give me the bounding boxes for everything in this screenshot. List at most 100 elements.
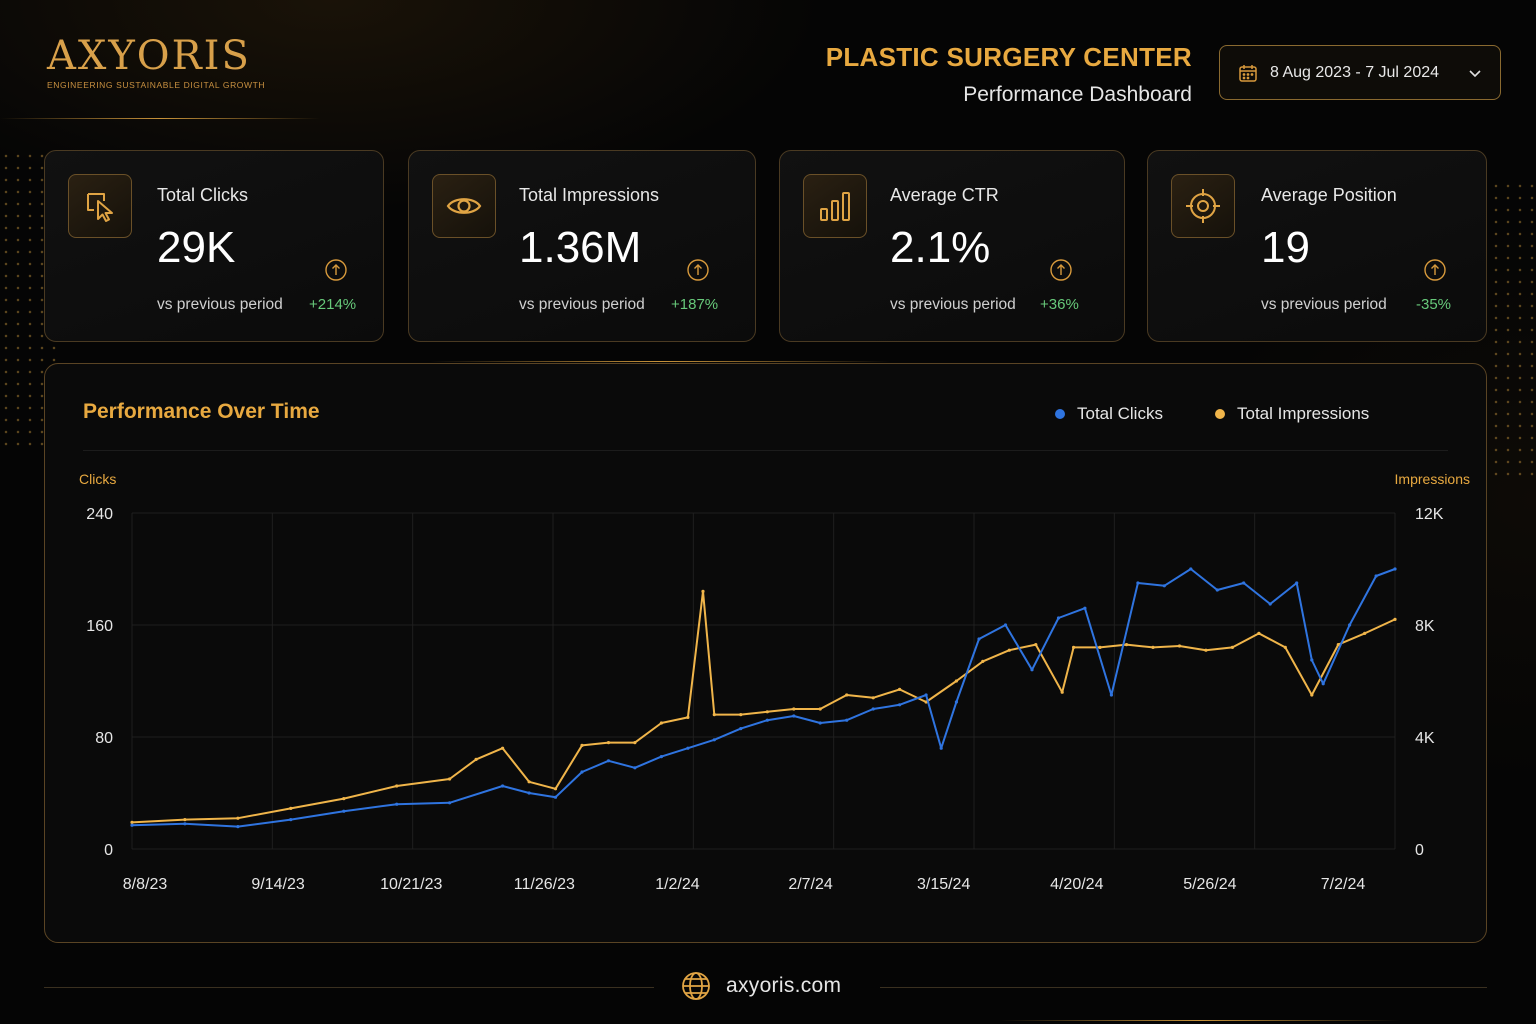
y-left-tick-label: 160 bbox=[86, 618, 113, 635]
y-left-tick-label: 0 bbox=[104, 842, 113, 859]
kpi-delta: +214% bbox=[309, 296, 357, 313]
y-left-tick-label: 240 bbox=[86, 506, 113, 523]
data-point-impressions bbox=[289, 806, 293, 810]
kpi-compare-label: vs previous period bbox=[1261, 296, 1387, 313]
legend-label-impressions: Total Impressions bbox=[1237, 404, 1370, 423]
footer-url: axyoris.com bbox=[726, 974, 842, 997]
globe-icon bbox=[682, 972, 710, 1000]
legend-item-impressions[interactable]: Total Impressions bbox=[1215, 404, 1369, 424]
legend-item-clicks[interactable]: Total Clicks bbox=[1055, 404, 1163, 424]
brand-tagline: ENGINEERING SUSTAINABLE DIGITAL GROWTH bbox=[47, 80, 266, 90]
kpi-card-total-clicks: Total Clicks 29K vs previous period +214… bbox=[44, 150, 384, 342]
data-point-clicks bbox=[553, 795, 558, 799]
kpi-value: 29K bbox=[157, 223, 236, 272]
data-point-impressions bbox=[739, 713, 743, 717]
data-point-clicks bbox=[1056, 616, 1061, 620]
data-point-clicks bbox=[580, 770, 584, 774]
date-range-picker[interactable]: 8 Aug 2023 - 7 Jul 2024 bbox=[1219, 45, 1501, 100]
data-point-clicks bbox=[1136, 581, 1140, 585]
data-point-clicks bbox=[448, 801, 452, 805]
arrow-up-circle-icon bbox=[687, 259, 709, 281]
data-point-impressions bbox=[701, 589, 705, 593]
data-point-clicks bbox=[1242, 581, 1246, 585]
data-point-clicks bbox=[924, 693, 928, 697]
y-left-axis-title: Clicks bbox=[79, 471, 116, 487]
data-point-clicks bbox=[633, 766, 637, 770]
data-point-impressions bbox=[606, 741, 611, 745]
target-icon bbox=[1186, 189, 1220, 223]
legend-dot-impressions bbox=[1215, 409, 1225, 419]
data-point-impressions bbox=[1072, 645, 1076, 649]
data-point-clicks bbox=[898, 703, 902, 707]
x-tick-label: 3/15/24 bbox=[917, 876, 970, 893]
data-point-clicks bbox=[1348, 623, 1352, 627]
kpi-value: 2.1% bbox=[890, 223, 991, 272]
data-point-impressions bbox=[474, 757, 478, 761]
x-tick-label: 1/2/24 bbox=[655, 876, 700, 893]
data-point-impressions bbox=[342, 797, 346, 801]
kpi-card-average-ctr: Average CTR 2.1% vs previous period +36% bbox=[779, 150, 1125, 342]
calendar-icon bbox=[1239, 64, 1257, 82]
data-point-impressions bbox=[1257, 631, 1261, 635]
data-point-clicks bbox=[739, 727, 743, 731]
arrow-up-circle-icon bbox=[325, 259, 347, 281]
data-point-impressions bbox=[1034, 643, 1038, 647]
data-point-clicks bbox=[606, 759, 611, 763]
x-tick-label: 9/14/23 bbox=[251, 876, 304, 893]
data-point-clicks bbox=[527, 791, 531, 795]
data-point-impressions bbox=[1060, 690, 1064, 694]
chevron-down-icon bbox=[1469, 69, 1481, 77]
data-point-clicks bbox=[1109, 693, 1113, 697]
data-point-impressions bbox=[1393, 617, 1397, 621]
footer: axyoris.com bbox=[0, 966, 1536, 1006]
data-point-impressions bbox=[765, 710, 769, 714]
data-point-impressions bbox=[395, 784, 399, 788]
data-point-clicks bbox=[501, 784, 505, 788]
x-tick-label: 8/8/23 bbox=[123, 876, 168, 893]
eye-icon bbox=[446, 198, 482, 214]
data-point-clicks bbox=[977, 637, 981, 641]
panel-divider bbox=[83, 450, 1448, 451]
line-chart: 0 0 80 4K 160 8K 240 12K 8/8/23 9/14/23 10/21/23 11… bbox=[79, 471, 1470, 893]
x-tick-label: 11/26/23 bbox=[514, 876, 575, 893]
data-point-clicks bbox=[1003, 623, 1008, 627]
data-point-clicks bbox=[1030, 668, 1034, 672]
data-point-clicks bbox=[1321, 682, 1325, 686]
data-point-impressions bbox=[1124, 643, 1129, 647]
kpi-label: Average CTR bbox=[890, 185, 999, 205]
data-point-impressions bbox=[871, 696, 875, 700]
y-right-axis-title: Impressions bbox=[1395, 471, 1470, 487]
kpi-card-total-impressions: Total Impressions 1.36M vs previous peri… bbox=[408, 150, 756, 342]
data-point-impressions bbox=[1283, 645, 1287, 649]
kpi-card-average-position: Average Position 19 vs previous period -… bbox=[1147, 150, 1487, 342]
data-point-clicks bbox=[765, 718, 769, 722]
kpi-icon-box bbox=[1171, 174, 1235, 238]
kpi-icon-box bbox=[68, 174, 132, 238]
x-tick-label: 4/20/24 bbox=[1050, 876, 1103, 893]
data-point-impressions bbox=[633, 741, 637, 745]
kpi-delta: +36% bbox=[1040, 296, 1079, 313]
data-point-clicks bbox=[845, 718, 849, 722]
legend-label-clicks: Total Clicks bbox=[1077, 404, 1163, 423]
data-point-impressions bbox=[686, 715, 690, 719]
client-name: PLASTIC SURGERY CENTER bbox=[825, 42, 1192, 72]
data-point-clicks bbox=[342, 809, 346, 813]
y-right-tick-label: 12K bbox=[1415, 506, 1444, 523]
data-point-impressions bbox=[898, 687, 902, 691]
data-point-impressions bbox=[818, 707, 822, 711]
brand-name: AXYORIS bbox=[47, 33, 251, 79]
y-left-tick-label: 80 bbox=[95, 730, 113, 747]
data-point-impressions bbox=[448, 777, 452, 781]
data-point-clicks bbox=[686, 746, 690, 750]
kpi-compare-label: vs previous period bbox=[890, 296, 1016, 313]
y-right-tick-label: 4K bbox=[1415, 730, 1435, 747]
kpi-value: 19 bbox=[1261, 223, 1310, 272]
date-range-label: 8 Aug 2023 - 7 Jul 2024 bbox=[1270, 63, 1440, 81]
data-point-impressions bbox=[1204, 648, 1208, 652]
brand-logo: AXYORIS ENGINEERING SUSTAINABLE DIGITAL … bbox=[47, 34, 265, 90]
data-point-clicks bbox=[130, 823, 134, 827]
data-point-clicks bbox=[1393, 567, 1397, 571]
arrow-up-circle-icon bbox=[1050, 259, 1072, 281]
footer-link[interactable]: axyoris.com bbox=[680, 970, 841, 1002]
kpi-compare-label: vs previous period bbox=[157, 296, 283, 313]
